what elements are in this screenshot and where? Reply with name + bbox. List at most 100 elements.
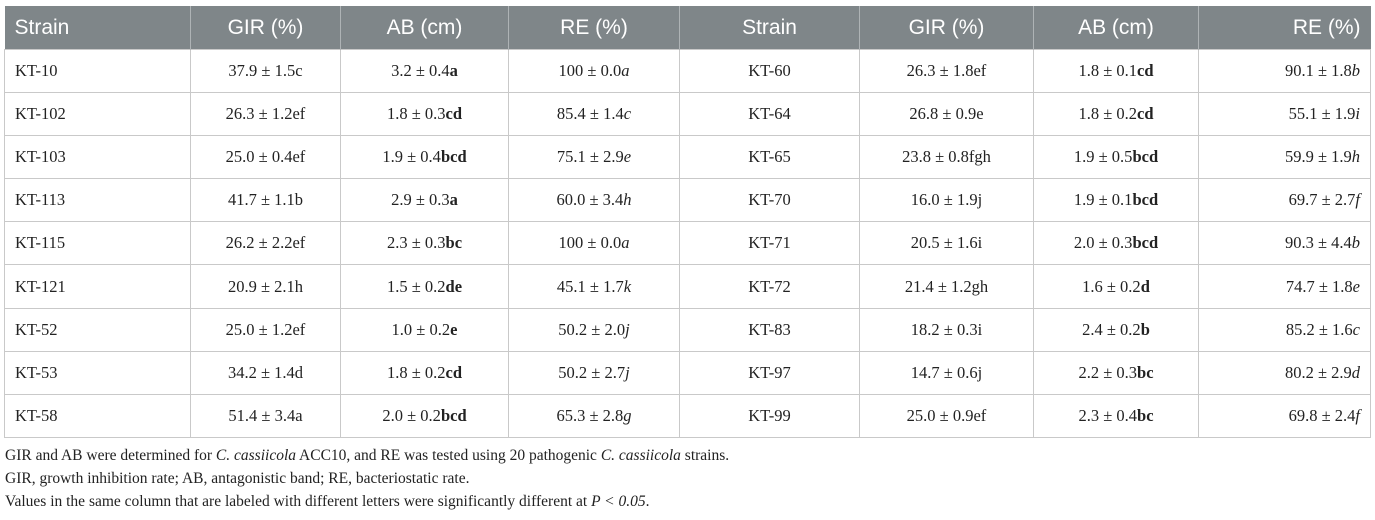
cell-ab: 2.0 ± 0.2bcd <box>340 393 509 438</box>
cell-value: 1.0 ± 0.2 <box>391 319 451 339</box>
significance-letter: g <box>623 405 632 425</box>
cell-value: 20.9 ± 2.1 <box>227 276 295 296</box>
significance-letter: c <box>623 104 632 124</box>
cell-ab: 1.0 ± 0.2e <box>340 307 509 352</box>
cell-strain-2: KT-83 <box>679 307 860 352</box>
cell-value: 90.3 ± 4.4 <box>1284 233 1352 253</box>
cell-re-2: 59.9 ± 1.9h <box>1198 135 1371 180</box>
significance-letter: de <box>445 276 463 296</box>
cell-value: 55.1 ± 1.9 <box>1288 104 1356 124</box>
cell-value: 85.2 ± 1.6 <box>1285 319 1353 339</box>
significance-letter: h <box>1351 147 1360 167</box>
cell-value: 74.7 ± 1.8 <box>1285 276 1353 296</box>
cell-value: 26.3 ± 1.2 <box>225 104 293 124</box>
cell-value: 1.9 ± 0.4 <box>382 147 441 167</box>
significance-letter: b <box>294 190 304 210</box>
cell-re: 45.1 ± 1.7k <box>508 264 680 309</box>
cell-value: 69.8 ± 2.4 <box>1288 405 1356 425</box>
cell-value: 80.2 ± 2.9 <box>1284 362 1352 382</box>
table-row: KT-10 37.9 ± 1.5c 3.2 ± 0.4a 100 ± 0.0a KT-6… <box>4 48 1371 94</box>
significance-letter: bc <box>445 233 463 253</box>
significance-letter: d <box>1351 362 1360 382</box>
cell-re-2: 80.2 ± 2.9d <box>1198 350 1371 395</box>
cell-ab-2: 1.9 ± 0.1bcd <box>1033 178 1199 223</box>
cell-strain: KT-103 <box>4 135 191 180</box>
cell-strain: KT-121 <box>4 264 191 309</box>
cell-gir-2: 16.0 ± 1.9j <box>859 178 1034 223</box>
significance-letter: a <box>295 405 303 425</box>
cell-ab-2: 2.2 ± 0.3bc <box>1033 350 1199 395</box>
significance-letter: bcd <box>1132 190 1159 210</box>
cell-ab: 1.5 ± 0.2de <box>340 264 509 309</box>
significance-letter: h <box>294 276 304 296</box>
significance-letter: d <box>294 362 304 382</box>
significance-letter: i <box>1355 104 1360 124</box>
table-row: KT-113 41.7 ± 1.1b 2.9 ± 0.3a 60.0 ± 3.4h KT… <box>4 178 1371 223</box>
cell-value: 50.2 ± 2.7 <box>558 362 626 382</box>
cell-value: 1.8 ± 0.2 <box>386 362 446 382</box>
cell-re: 100 ± 0.0a <box>508 221 680 266</box>
cell-re: 100 ± 0.0a <box>508 48 680 94</box>
cell-strain-2: KT-65 <box>679 135 860 180</box>
cell-strain-2: KT-97 <box>679 350 860 395</box>
col-header-ab-2: AB (cm) <box>1033 6 1199 50</box>
table-row: KT-102 26.3 ± 1.2ef 1.8 ± 0.3cd 85.4 ± 1.4c… <box>4 92 1371 137</box>
cell-ab: 2.9 ± 0.3a <box>340 178 509 223</box>
cell-value: 60.0 ± 3.4 <box>556 190 624 210</box>
cell-gir-2: 20.5 ± 1.6i <box>859 221 1034 266</box>
cell-strain-2: KT-71 <box>679 221 860 266</box>
cell-value: 25.0 ± 0.4 <box>225 147 293 167</box>
cell-gir-2: 14.7 ± 0.6j <box>859 350 1034 395</box>
col-header-re-2: RE (%) <box>1198 6 1371 50</box>
significance-letter: f <box>1355 405 1360 425</box>
table-footnotes: GIR and AB were determined for C. cassii… <box>5 444 729 513</box>
table-row: KT-121 20.9 ± 2.1h 1.5 ± 0.2de 45.1 ± 1.7k K… <box>4 264 1371 309</box>
cell-gir-2: 18.2 ± 0.3i <box>859 307 1034 352</box>
significance-letter: h <box>623 190 632 210</box>
cell-value: 3.2 ± 0.4 <box>391 61 450 81</box>
cell-value: 25.0 ± 0.9 <box>906 405 974 425</box>
cell-value: 26.8 ± 0.9 <box>909 104 977 124</box>
cell-re: 65.3 ± 2.8g <box>508 393 680 438</box>
cell-strain: KT-52 <box>4 307 191 352</box>
cell-value: 1.9 ± 0.5 <box>1073 147 1133 167</box>
cell-value: 2.9 ± 0.3 <box>391 190 450 210</box>
table-row: KT-103 25.0 ± 0.4ef 1.9 ± 0.4bcd 75.1 ± 2.9… <box>4 135 1371 180</box>
cell-value: 25.0 ± 1.2 <box>225 319 293 339</box>
footnote-3-text-b: . <box>645 493 650 510</box>
significance-letter: bcd <box>1132 233 1159 253</box>
cell-gir: 51.4 ± 3.4a <box>190 393 341 438</box>
significance-letter: b <box>1351 61 1360 81</box>
significance-letter: f <box>1355 190 1360 210</box>
cell-ab: 3.2 ± 0.4a <box>340 48 509 94</box>
footnote-3-p-value: P < 0.05 <box>591 493 646 510</box>
cell-gir-2: 21.4 ± 1.2gh <box>859 264 1034 309</box>
significance-letter: e <box>623 147 632 167</box>
cell-value: 100 ± 0.0 <box>558 61 622 81</box>
cell-value: 85.4 ± 1.4 <box>556 104 624 124</box>
significance-letter: j <box>977 190 983 210</box>
cell-gir: 26.3 ± 1.2ef <box>190 92 341 137</box>
significance-letter: cd <box>1137 61 1154 81</box>
footnote-2: GIR, growth inhibition rate; AB, antagon… <box>5 470 470 487</box>
cell-value: 1.6 ± 0.2 <box>1082 276 1141 296</box>
footnote-1-species-a: C. cassiicola <box>215 447 297 464</box>
cell-value: 2.3 ± 0.3 <box>386 233 446 253</box>
significance-letter: ef <box>292 233 306 253</box>
cell-value: 2.2 ± 0.3 <box>1078 362 1138 382</box>
cell-strain: KT-10 <box>4 48 191 94</box>
significance-letter: ef <box>973 405 987 425</box>
significance-letter: cd <box>1137 104 1154 124</box>
cell-ab-2: 2.0 ± 0.3bcd <box>1033 221 1199 266</box>
significance-letter: bc <box>1137 405 1154 425</box>
significance-letter: k <box>623 276 632 296</box>
significance-letter: ef <box>292 104 306 124</box>
cell-strain-2: KT-72 <box>679 264 860 309</box>
footnote-1: GIR and AB were determined for C. cassii… <box>5 444 729 467</box>
cell-value: 20.5 ± 1.6 <box>910 233 978 253</box>
col-header-re: RE (%) <box>508 6 680 50</box>
cell-strain: KT-102 <box>4 92 191 137</box>
significance-letter: gh <box>971 276 989 296</box>
cell-re: 85.4 ± 1.4c <box>508 92 680 137</box>
